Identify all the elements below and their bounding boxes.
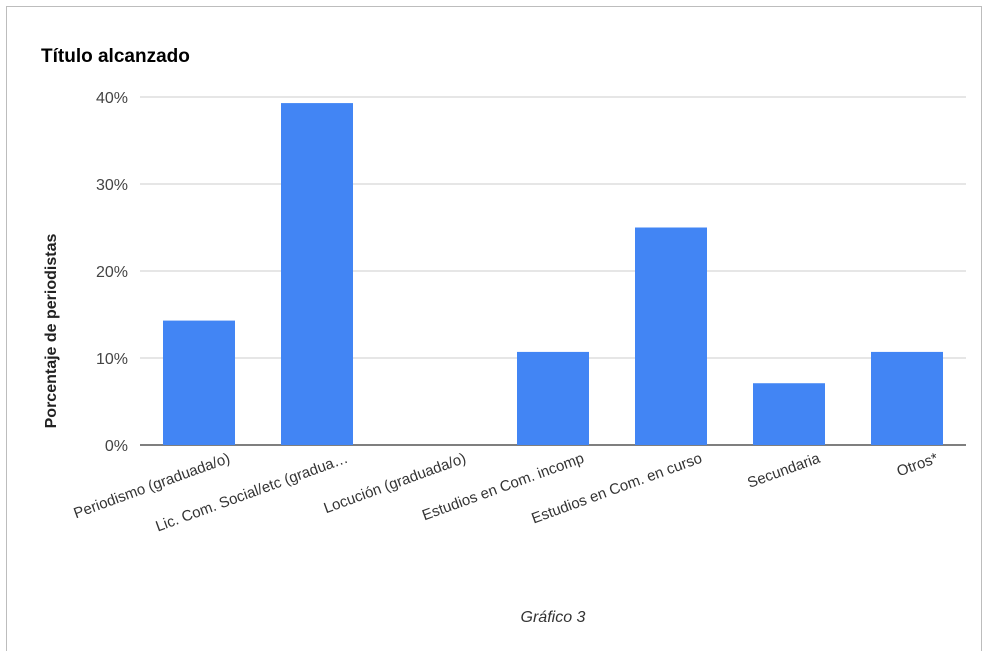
y-tick-label: 0% — [105, 438, 128, 455]
y-tick-label: 10% — [96, 351, 128, 368]
x-tick-labels: Periodismo (graduada/o)Lic. Com. Social/… — [71, 450, 940, 536]
bar — [871, 351, 943, 445]
y-tick-label: 30% — [96, 177, 128, 194]
x-tick-label: Secundaria — [745, 450, 823, 492]
chart-title: Título alcanzado — [41, 46, 190, 67]
bar — [163, 320, 235, 445]
bars — [163, 103, 943, 445]
bar — [281, 103, 353, 445]
bar — [517, 351, 589, 445]
y-tick-label: 40% — [96, 90, 128, 107]
chart-caption: Gráfico 3 — [521, 609, 586, 626]
bar — [635, 227, 707, 445]
y-axis-label: Porcentaje de periodistas — [43, 234, 60, 429]
y-tick-label: 20% — [96, 264, 128, 281]
bar — [753, 383, 825, 445]
y-tick-labels: 0% 10% 20% 30% 40% — [96, 90, 128, 455]
x-tick-label: Otros* — [895, 450, 941, 481]
x-tick-label: Lic. Com. Social/etc (gradua… — [153, 450, 350, 536]
